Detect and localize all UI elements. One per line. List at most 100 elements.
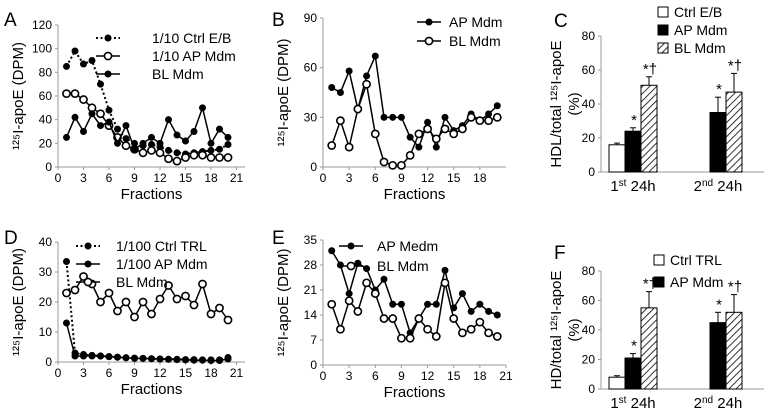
data-point [155,294,165,304]
data-point [96,109,105,119]
data-point [138,297,148,307]
x-tick-label: 6 [372,369,379,383]
legend-item: 1/10 AP Mdm [96,48,236,64]
data-point [71,352,79,360]
data-point [70,285,80,295]
y-tick-label: 60 [582,63,596,77]
data-point [206,153,216,162]
panel-f: F 0 20 40 60 80 HD/total ¹²⁵I-apoE (%) 1st 24h * *… [548,243,764,412]
y-tick-label: 0 [45,160,52,174]
legend-item: Ctrl TRL [653,252,722,268]
x-axis-label: Fractions [384,186,446,203]
data-point [105,353,113,361]
significance-mark: * [631,112,637,129]
data-point [131,145,138,153]
data-point [189,300,199,310]
data-point [363,265,371,273]
data-point [406,133,414,141]
legend-label: Ctrl TRL [670,252,722,268]
x-tick-label: 9 [398,369,405,383]
data-point [173,131,181,139]
y-tick-label: 0 [310,358,317,372]
data-point [71,113,79,121]
x-tick-label: 3 [80,366,87,380]
data-point [405,151,415,160]
x-tick-label: 6 [372,171,379,185]
data-point [63,62,70,70]
legend-marker [346,261,356,271]
y-tick-label: 21 [304,283,318,297]
legend-item: AP Mdm [657,22,727,38]
series-0 [328,52,501,151]
series-line [331,81,498,167]
data-point [224,141,232,149]
data-point [370,289,380,298]
series-2 [62,272,233,325]
x-tick-label: 18 [473,171,487,185]
x-tick-label: 21 [230,171,244,185]
data-point [139,354,147,362]
data-point [336,324,345,334]
data-point [344,142,354,152]
data-point [80,60,87,68]
data-point [370,129,380,139]
y-axis-unit: (%) [566,92,583,115]
data-point [165,146,172,154]
y-tick-label: 0 [45,355,52,369]
y-tick-label: 30 [39,265,53,279]
x-tick-label: 18 [204,171,218,185]
data-point [345,290,353,298]
data-point [88,57,96,64]
panel-d: D 0 3 6 9 12 15 18 21 0 10 20 30 40 Fractions ¹²⁵I-apoE… [4,228,245,398]
data-point [476,300,484,308]
bar [725,311,743,390]
data-point [198,150,207,160]
significance-mark: * [631,338,637,355]
bar [725,91,743,173]
y-axis-label: HD/total ¹²⁵I-apoE [548,271,565,390]
y-tick-label: 40 [39,235,53,249]
x-tick-label: 15 [179,171,193,185]
legend-label: AP Medm [377,238,438,254]
data-point [122,135,130,143]
panel-a: A 0 3 6 9 12 15 18 21 0 20 40 60 80 100 120 Fractions ¹²⁵… [4,10,245,203]
data-point [173,149,181,157]
legend-marker [425,18,433,26]
data-point [105,106,113,114]
y-axis-label: HDL/total ¹²⁵I-apoE [548,40,565,167]
data-point [199,104,206,112]
data-point [475,317,485,327]
data-point [328,84,336,92]
x-axis-label: Fractions [121,381,183,398]
data-point [397,300,405,308]
data-point [380,275,388,283]
data-point [432,300,440,308]
data-point [105,118,113,126]
bar [709,322,727,390]
bar [709,112,727,173]
data-point [458,328,467,338]
y-tick-label: 20 [39,136,53,150]
data-point [80,352,87,360]
data-point [190,356,198,364]
data-point [492,332,502,341]
data-point [131,354,138,362]
data-point [493,311,501,319]
category-label: 2nd 24h [694,178,743,195]
significance-mark: *† [728,57,742,74]
data-point [328,247,336,255]
data-point [440,124,450,134]
data-point [122,122,130,130]
y-tick-label: 40 [582,97,596,111]
x-tick-label: 3 [80,171,87,185]
y-tick-label: 20 [582,353,596,367]
y-tick-label: 0 [310,160,317,174]
data-point [405,333,415,343]
data-point [363,72,371,80]
y-tick-label: 80 [582,29,596,43]
data-point [485,110,493,118]
x-tick-label: 3 [346,171,353,185]
x-tick-label: 9 [131,171,138,185]
y-tick-label: 80 [582,264,596,278]
